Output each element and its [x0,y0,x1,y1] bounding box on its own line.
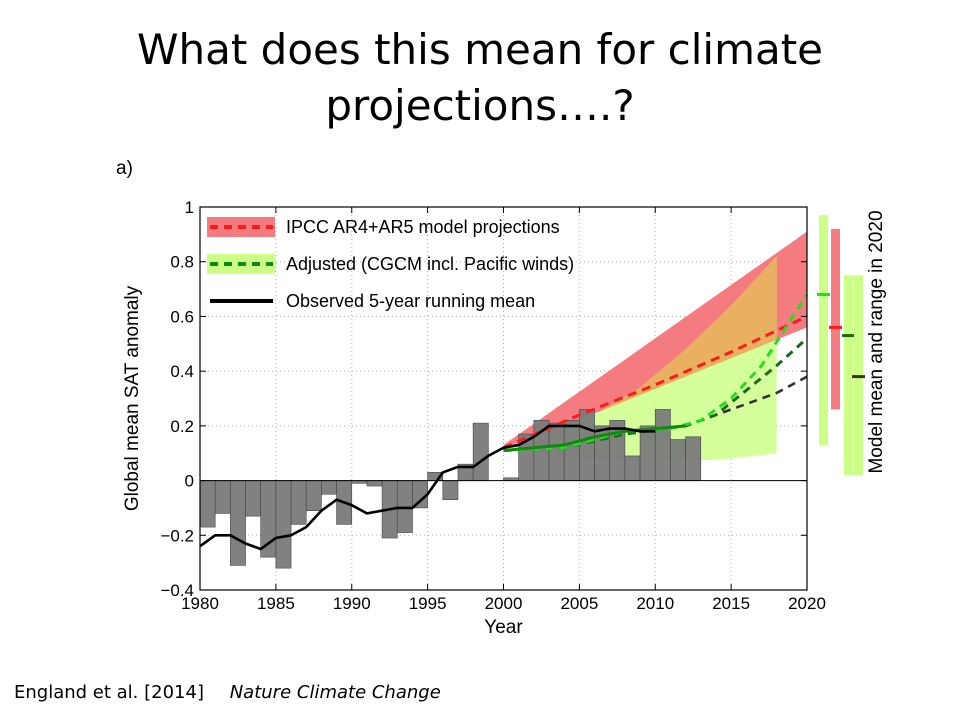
x-tick-label: 2010 [636,594,674,613]
bar-1986 [290,480,307,525]
bar-1984 [260,480,277,558]
bar-1983 [245,480,261,517]
bar-1994 [412,480,428,509]
citation: England et al. [2014] Nature Climate Cha… [14,682,441,703]
range-2020: Model mean and range in 2020 [817,210,887,476]
bar-1987 [305,480,322,511]
range-2020-label: Model mean and range in 2020 [866,210,887,473]
y-tick-label: 0.8 [170,253,194,272]
bar-1988 [321,480,337,495]
bar-2012 [685,436,702,481]
bar-1996 [442,480,459,501]
ipcc-projection-band [503,231,807,451]
bar-2009 [639,425,656,481]
x-axis-title: Year [484,617,523,638]
slide-title: What does this mean for climate projecti… [136,25,824,130]
bar-1993 [396,480,413,533]
y-tick-label: −0.2 [160,526,194,545]
panel-label: a) [116,158,133,179]
y-axis-title: Global mean SAT anomaly [122,285,143,511]
y-tick-label: −0.4 [160,581,194,600]
x-tick-label: 1990 [333,594,371,613]
bar-1991 [366,480,383,487]
x-tick-label: 1985 [257,594,295,613]
bar-2003 [548,422,565,481]
y-tick-label: 0 [185,472,194,491]
x-tick-label: 1980 [181,594,219,613]
observed-running-mean-line [199,424,656,551]
citation-authors: England et al. [2014] [14,682,204,703]
bar-1981 [214,480,231,514]
bar-1980 [199,480,216,528]
range-bar [844,275,853,476]
x-tick-label: 2000 [485,594,523,613]
adjusted-projection-band [503,256,777,462]
adjusted-mean-line-bright [503,293,809,452]
bar-2008 [624,455,641,481]
axis-ticks: 1980 1985 1990 1995 2000 2005 2010 2015 2020 1 0.8… [160,198,825,613]
legend-label: Observed 5-year running mean [286,291,535,311]
y-tick-label: 0.2 [170,417,194,436]
y-tick-label: 0.6 [170,307,194,326]
range-bar [831,228,840,410]
bar-2005 [579,409,595,481]
citation-journal: Nature Climate Change [229,682,441,703]
ipcc-mean-line [502,315,808,450]
bar-2010 [654,409,671,481]
bar-1982 [230,480,246,566]
bar-2004 [563,420,580,481]
temperature-chart: 1980 1985 1990 1995 2000 2005 2010 2015 2020 1 0.8… [122,198,887,638]
x-tick-label: 2015 [712,594,750,613]
bar-2011 [670,439,686,481]
adjusted-hindcast-line [503,424,686,452]
y-tick-label: 1 [185,198,194,217]
x-tick-label: 2020 [788,594,826,613]
legend-label: Adjusted (CGCM incl. Pacific winds) [286,254,574,274]
y-tick-label: 0.4 [170,362,194,381]
legend-label: IPCC AR4+AR5 model projections [286,217,560,237]
bar-1985 [275,480,292,569]
x-tick-label: 1995 [409,594,447,613]
legend: IPCC AR4+AR5 model projections Adjusted (… [207,217,574,311]
bar-1998 [472,422,489,481]
range-bar [819,215,828,446]
x-tick-label: 2005 [560,594,598,613]
annual-bars [199,409,702,569]
